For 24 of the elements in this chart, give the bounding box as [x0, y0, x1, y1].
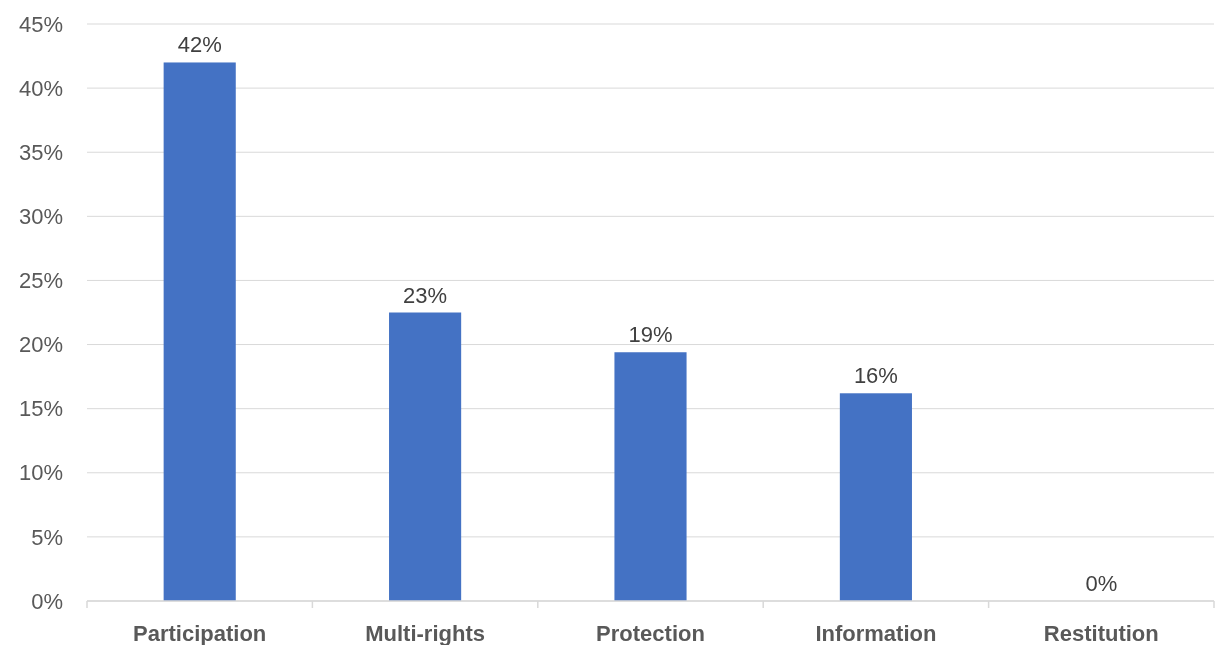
bar: [163, 62, 236, 601]
x-tick-label: Restitution: [1043, 621, 1159, 645]
y-tick-label: 5%: [31, 524, 63, 550]
bar: [614, 352, 687, 601]
y-tick-label: 30%: [18, 204, 63, 230]
data-label: 23%: [403, 282, 448, 308]
bar: [389, 312, 462, 601]
y-tick-label: 25%: [18, 268, 63, 294]
x-tick-label: Multi-rights: [365, 621, 485, 645]
y-tick-label: 35%: [18, 139, 63, 165]
y-tick-label: 15%: [18, 396, 63, 422]
y-tick-label: 45%: [18, 11, 63, 37]
data-label: 19%: [628, 322, 673, 348]
x-tick-label: Protection: [596, 621, 705, 645]
x-tick-label: Participation: [133, 621, 267, 645]
y-tick-label: 0%: [31, 588, 63, 614]
y-tick-label: 20%: [18, 332, 63, 358]
data-label: 16%: [853, 363, 898, 389]
y-tick-label: 10%: [18, 460, 63, 486]
data-label: 0%: [1085, 571, 1118, 596]
data-label: 42%: [177, 32, 222, 58]
x-tick-label: Information: [815, 621, 937, 645]
bar: [839, 393, 912, 601]
y-tick-label: 40%: [18, 75, 63, 101]
